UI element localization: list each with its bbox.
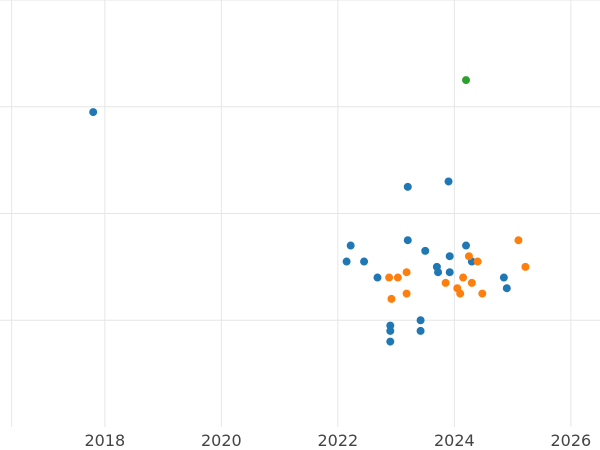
data-point xyxy=(502,284,511,293)
data-point xyxy=(387,294,396,303)
data-point xyxy=(434,268,443,277)
data-point xyxy=(403,236,412,245)
data-point xyxy=(462,241,471,250)
data-point xyxy=(462,76,471,85)
data-point xyxy=(521,262,530,271)
data-point xyxy=(456,289,465,298)
data-point xyxy=(386,326,395,335)
data-point xyxy=(445,252,454,261)
data-point xyxy=(373,273,382,282)
data-point xyxy=(478,289,487,298)
data-point xyxy=(89,108,98,117)
data-point xyxy=(360,257,369,266)
data-point xyxy=(346,241,355,250)
data-point xyxy=(464,252,473,261)
x-tick-label: 2024 xyxy=(434,431,475,450)
grid-layer xyxy=(0,0,600,427)
x-tick-label: 2022 xyxy=(318,431,359,450)
data-point xyxy=(499,273,508,282)
data-point xyxy=(402,268,411,277)
data-point xyxy=(386,337,395,346)
data-point xyxy=(402,289,411,298)
data-point xyxy=(459,273,468,282)
data-point xyxy=(421,246,430,255)
data-point xyxy=(444,177,453,186)
data-point xyxy=(403,182,412,191)
x-tick-label: 2018 xyxy=(84,431,125,450)
data-point xyxy=(393,273,402,282)
data-points xyxy=(89,76,530,346)
x-tick-label: 2020 xyxy=(201,431,242,450)
data-point xyxy=(473,257,482,266)
data-point xyxy=(416,316,425,325)
data-point xyxy=(342,257,351,266)
x-tick-labels: 2018 2020 2022 2024 2026 xyxy=(84,431,591,450)
data-point xyxy=(445,268,454,277)
x-tick-label: 2026 xyxy=(551,431,592,450)
data-point xyxy=(514,236,523,245)
data-point xyxy=(441,278,450,287)
data-point xyxy=(385,273,394,282)
data-point xyxy=(416,326,425,335)
data-point xyxy=(467,278,476,287)
